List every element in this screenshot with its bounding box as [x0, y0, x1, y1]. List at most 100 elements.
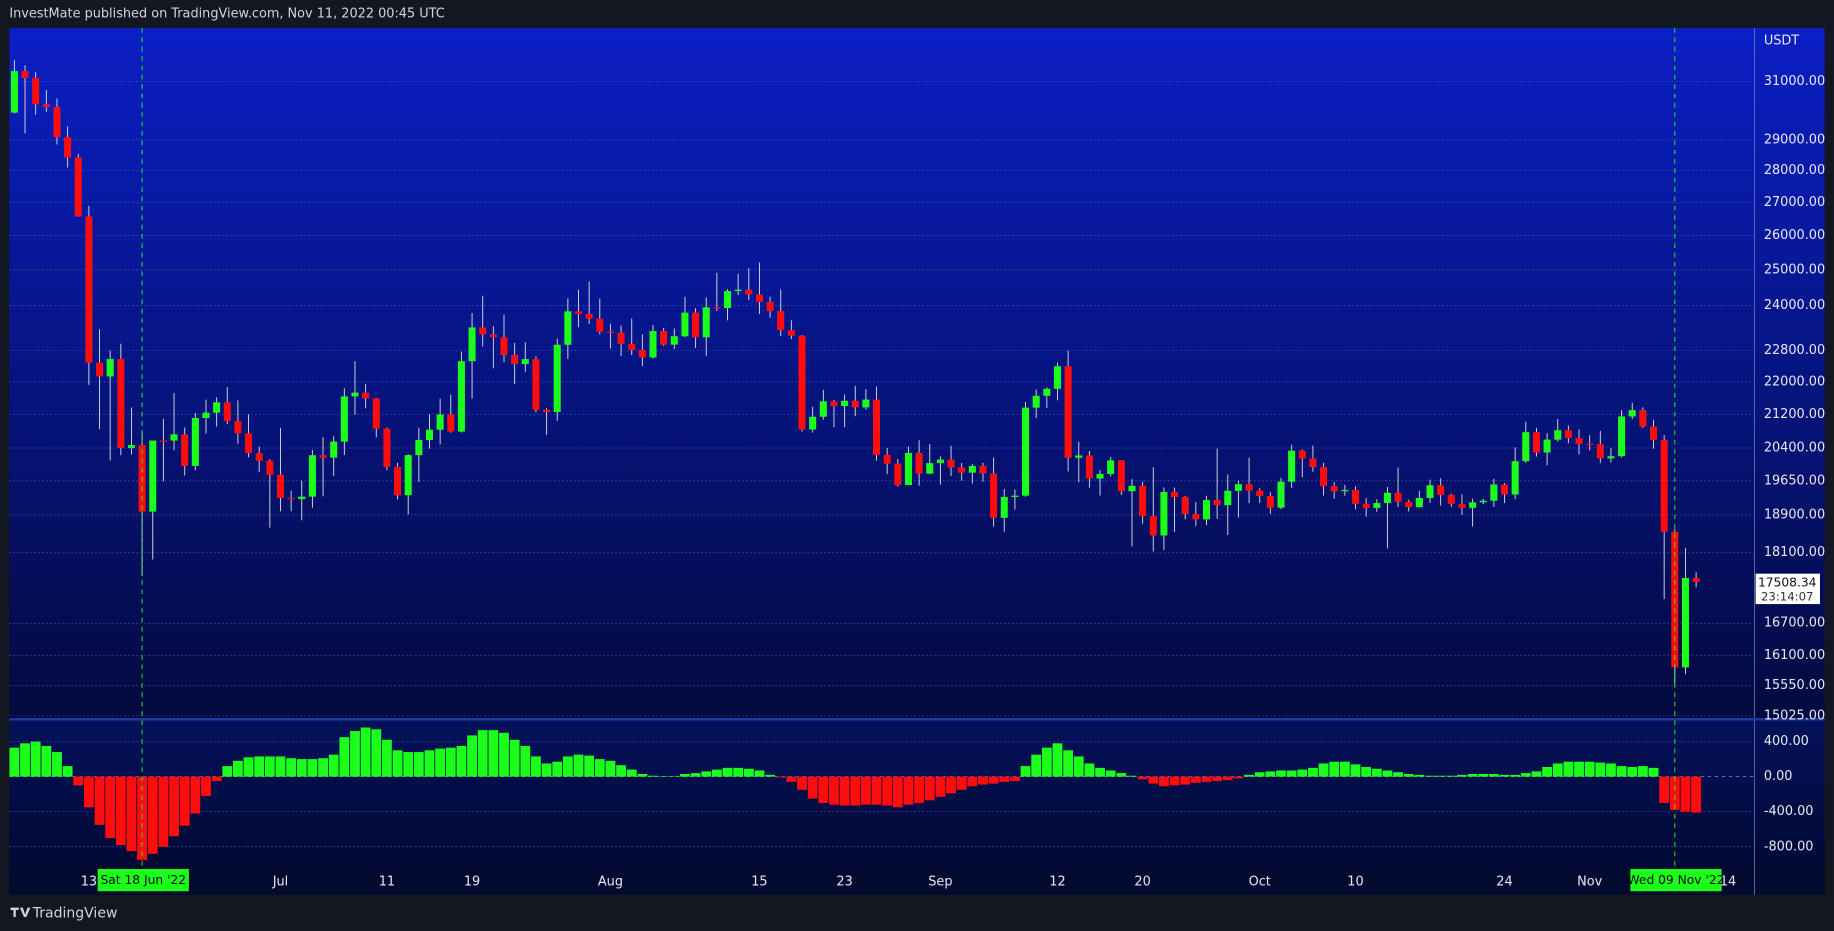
candle-body [1628, 410, 1636, 417]
candle-body [1043, 388, 1051, 396]
candle-body [425, 429, 434, 440]
histogram-bar [264, 756, 275, 777]
histogram-bar [1052, 743, 1063, 777]
histogram-bar [711, 769, 722, 777]
histogram-bar [946, 776, 956, 794]
histogram-bar [1233, 776, 1244, 779]
candle-body [1660, 439, 1668, 532]
histogram-bar [1627, 766, 1638, 777]
candle-body [362, 392, 370, 399]
candle-body [660, 331, 668, 345]
candle-body [170, 434, 178, 441]
histogram-bar [1563, 761, 1574, 777]
y-tick-label: 27000.00 [1764, 195, 1825, 210]
candle-body [202, 412, 210, 419]
candle-body [606, 331, 614, 333]
candle-body [798, 335, 806, 430]
candle-body [1245, 484, 1253, 491]
x-tick-label: 23 [836, 874, 852, 889]
histogram-bar [1435, 775, 1446, 777]
candle-body [330, 441, 338, 458]
histogram-bar [1212, 776, 1223, 782]
histogram-bar [477, 730, 488, 777]
y-tick-label: -400.00 [1764, 804, 1814, 819]
last-price: 17508.34 [1758, 576, 1817, 590]
y-tick-label: 22000.00 [1764, 374, 1825, 389]
candle-body [553, 344, 561, 413]
candle-body [85, 216, 93, 363]
candle-body [1618, 416, 1626, 457]
price-pane [9, 28, 1825, 719]
candle-body [149, 440, 157, 512]
candle-body [574, 311, 583, 314]
candle-body [585, 313, 593, 319]
candle-body [755, 294, 763, 302]
candle-body [1213, 500, 1221, 506]
histogram-bar [1606, 763, 1616, 777]
histogram-bar [648, 775, 658, 777]
histogram-bar [243, 757, 254, 777]
x-tick-label: 13 [81, 874, 97, 889]
candle-body [564, 311, 572, 345]
candle-body [1256, 490, 1264, 496]
candle-body [692, 312, 700, 338]
crosshair-label-bg [1630, 869, 1722, 892]
histogram-bar [350, 731, 360, 777]
histogram-bar [1637, 766, 1648, 777]
candle-body [298, 496, 306, 500]
histogram-bar [1276, 770, 1286, 777]
candle-body [926, 463, 934, 474]
histogram-bar [382, 739, 392, 777]
x-tick-label: Oct [1249, 874, 1271, 889]
histogram-bar [1190, 776, 1201, 783]
y-tick-label: 29000.00 [1764, 132, 1825, 147]
candle-body [777, 310, 785, 330]
histogram-bar [445, 747, 456, 777]
candle-body [1607, 456, 1615, 459]
histogram-bar [935, 776, 946, 797]
histogram-bar [1659, 776, 1670, 803]
candle-body [213, 402, 221, 413]
candle-body [1288, 450, 1296, 482]
candle-body [42, 104, 50, 108]
histogram-bar [1393, 772, 1403, 777]
candle-body [521, 359, 529, 365]
histogram-bar [956, 776, 967, 790]
candle-body [1575, 437, 1583, 444]
y-tick-label: 20400.00 [1764, 440, 1825, 455]
histogram-bar [765, 774, 776, 777]
candle-body [383, 428, 391, 467]
candle-body [159, 440, 167, 442]
candle-body [117, 358, 125, 448]
histogram-bar [871, 776, 882, 805]
candle-body [1330, 486, 1338, 492]
candle-body [404, 455, 412, 496]
candle-body [819, 401, 827, 417]
histogram-bar [456, 745, 467, 777]
x-tick-label: 14 [1720, 874, 1736, 889]
histogram-bar [520, 745, 531, 777]
x-tick-label: Nov [1577, 874, 1602, 889]
histogram-bar [1446, 775, 1457, 777]
histogram-bar [541, 763, 552, 777]
candle-body [904, 452, 912, 486]
y-tick-label: 0.00 [1764, 769, 1793, 784]
histogram-bar [1488, 773, 1499, 777]
histogram-bar [967, 776, 978, 787]
y-tick-label: 15550.00 [1764, 678, 1825, 693]
histogram-bar [1095, 767, 1105, 777]
histogram-bar [924, 776, 935, 801]
candle-body [1522, 432, 1530, 462]
candle-body [947, 459, 955, 468]
histogram-bar [829, 776, 839, 805]
candle-body [127, 445, 135, 448]
histogram-bar [1286, 770, 1297, 777]
candle-body [841, 400, 849, 407]
candle-body [1394, 492, 1402, 502]
histogram-bar [1403, 773, 1414, 777]
histogram-bar [584, 755, 595, 777]
candle-body [851, 400, 859, 408]
candle-body [1362, 503, 1370, 508]
histogram-bar [435, 748, 446, 777]
histogram-bar [1382, 770, 1393, 777]
